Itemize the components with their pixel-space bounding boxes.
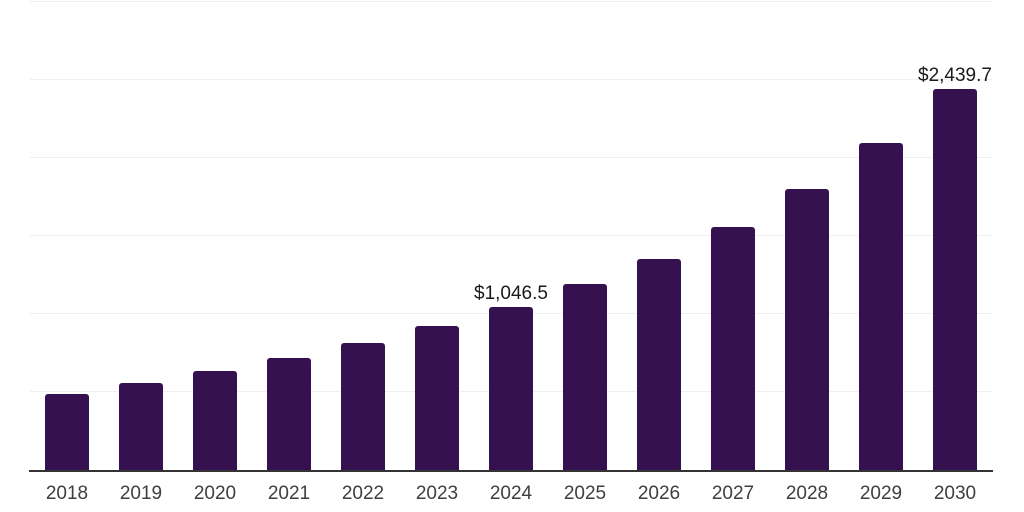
bar-2030 xyxy=(933,89,977,470)
gridline-2500 xyxy=(30,79,992,80)
bar-2021 xyxy=(267,357,311,470)
x-axis-label-2021: 2021 xyxy=(267,483,311,504)
gridline-3000 xyxy=(30,1,992,2)
x-axis-label-2024: 2024 xyxy=(489,483,533,504)
bar-2029 xyxy=(859,143,903,470)
bar-2020 xyxy=(193,370,237,470)
bar-2028 xyxy=(785,189,829,470)
gridline-1500 xyxy=(30,235,992,236)
bar-2023 xyxy=(415,325,459,470)
x-axis-label-2026: 2026 xyxy=(637,483,681,504)
bar-2019 xyxy=(119,382,163,470)
gridline-2000 xyxy=(30,157,992,158)
value-label-2030: $2,439.7 xyxy=(918,65,992,87)
bar-2018 xyxy=(45,393,89,470)
plot-area: $1,046.5 $2,439.7 xyxy=(29,1,993,472)
bar-2027 xyxy=(711,226,755,470)
bar-2024 xyxy=(489,306,533,470)
x-axis-label-2029: 2029 xyxy=(859,483,903,504)
x-axis-label-2018: 2018 xyxy=(45,483,89,504)
x-axis-label-2020: 2020 xyxy=(193,483,237,504)
x-axis-line xyxy=(29,470,993,472)
x-axis-label-2028: 2028 xyxy=(785,483,829,504)
bar-2025 xyxy=(563,284,607,470)
x-axis-label-2025: 2025 xyxy=(563,483,607,504)
x-axis-label-2023: 2023 xyxy=(415,483,459,504)
x-axis-label-2030: 2030 xyxy=(933,483,977,504)
x-axis-label-2019: 2019 xyxy=(119,483,163,504)
x-axis: 2018 2019 2020 2021 2022 2023 2024 2025 2026 2027… xyxy=(30,483,992,509)
value-label-2024: $1,046.5 xyxy=(474,282,548,304)
bar-2022 xyxy=(341,342,385,470)
x-axis-label-2022: 2022 xyxy=(341,483,385,504)
x-axis-label-2027: 2027 xyxy=(711,483,755,504)
bar-2026 xyxy=(637,258,681,470)
